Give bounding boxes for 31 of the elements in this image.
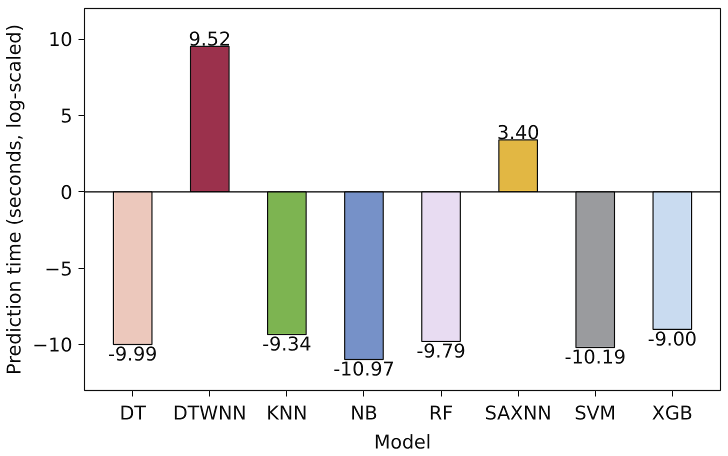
y-tick-label: 0 [60,182,73,204]
x-tick-label: RF [428,402,454,424]
data-label: -9.99 [108,344,158,366]
data-label: 3.40 [496,122,540,144]
x-tick-label: NB [350,402,378,424]
bar [575,191,616,348]
data-label: -10.19 [564,346,626,369]
data-label: -9.00 [648,328,697,350]
bar [190,46,230,192]
y-tick-label: −5 [44,258,73,280]
x-tick-label: XGB [652,402,693,424]
bar [421,191,461,342]
data-label: 9.52 [188,28,231,50]
bar [498,139,538,192]
x-tick-label: SAXNN [484,402,552,424]
bar [344,191,384,360]
bar [652,191,692,330]
bar [266,191,307,336]
x-axis-title: Model [374,432,432,454]
x-tick-label: DT [120,402,146,424]
data-label: -9.34 [262,334,312,356]
data-label: -10.97 [333,358,395,380]
bar [112,191,153,346]
x-tick-label: DTWNN [173,402,246,424]
y-axis-title: Prediction time (seconds, log-scaled) [3,24,26,375]
x-tick-label: KNN [266,402,308,424]
y-tick-label: −10 [32,334,73,357]
data-label: -9.79 [416,340,466,362]
y-tick-label: 5 [60,105,73,128]
x-tick-label: SVM [574,402,616,424]
y-tick-label: 10 [48,29,73,52]
